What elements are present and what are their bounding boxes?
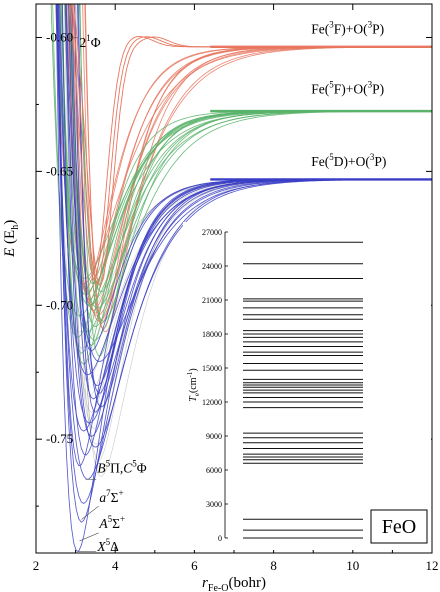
molecule-label-box bbox=[370, 509, 428, 544]
y-tick-label: -0.70 bbox=[46, 297, 73, 312]
x-tick-label: 8 bbox=[270, 558, 277, 573]
inset-tick-label: 0 bbox=[218, 534, 222, 543]
x-tick-label: 4 bbox=[112, 558, 119, 573]
state-label: a7Σ+ bbox=[99, 488, 123, 505]
inset-tick-label: 9000 bbox=[206, 432, 222, 441]
inset-tick-label: 12000 bbox=[202, 398, 222, 407]
x-axis-title: rFe-O(bohr) bbox=[202, 575, 266, 592]
inset-axis-title: Te(cm-1) bbox=[186, 368, 201, 401]
y-tick-label: -0.60 bbox=[46, 29, 73, 44]
inset-tick-label: 15000 bbox=[202, 364, 222, 373]
inset-tick-label: 21000 bbox=[202, 296, 222, 305]
molecule-label: FeO bbox=[382, 516, 416, 538]
state-label: B5Π,C5Φ bbox=[97, 459, 146, 476]
x-tick-label: 6 bbox=[191, 558, 198, 573]
asymptote-label: Fe(3F)+O(3P) bbox=[311, 19, 384, 36]
x-tick-label: 12 bbox=[426, 558, 439, 573]
annotations: Fe(3F)+O(3P) Fe(5F)+O(3P) Fe(5D)+O(3P) 21Φ B… bbox=[65, 19, 386, 554]
y-axis-title: E (Eh) bbox=[2, 220, 21, 258]
potential-curves bbox=[50, 4, 432, 552]
x-tick-label: 10 bbox=[346, 558, 359, 573]
inset-tick-label: 18000 bbox=[202, 330, 222, 339]
x-tick-label: 2 bbox=[33, 558, 40, 573]
inset-background bbox=[183, 222, 431, 550]
asymptote-label: Fe(5D)+O(3P) bbox=[311, 152, 386, 169]
inset-tick-label: 27000 bbox=[202, 228, 222, 237]
asymptote-label: Fe(5F)+O(3P) bbox=[311, 80, 384, 97]
state-label: 21Φ bbox=[80, 33, 101, 50]
state-label: A5Σ+ bbox=[98, 514, 125, 531]
state-label: X5Δ bbox=[96, 537, 119, 554]
y-tick-label: -0.75 bbox=[46, 431, 73, 446]
y-tick-label: -0.65 bbox=[46, 163, 73, 178]
inset-tick-label: 6000 bbox=[206, 466, 222, 475]
label-leader bbox=[81, 505, 99, 520]
inset-tick-label: 3000 bbox=[206, 500, 222, 509]
inset-tick-label: 24000 bbox=[202, 262, 222, 271]
label-leader bbox=[79, 532, 99, 542]
label-leader bbox=[65, 37, 78, 40]
main-axes: 2 4 6 8 10 12 -0.60 -0.65 -0.70 -0.75 rFe-O(bohr) E… bbox=[2, 3, 439, 592]
inset-level-diagram: 0 3000 6000 9000 12000 15000 18000 21000 24000 27… bbox=[183, 222, 431, 550]
